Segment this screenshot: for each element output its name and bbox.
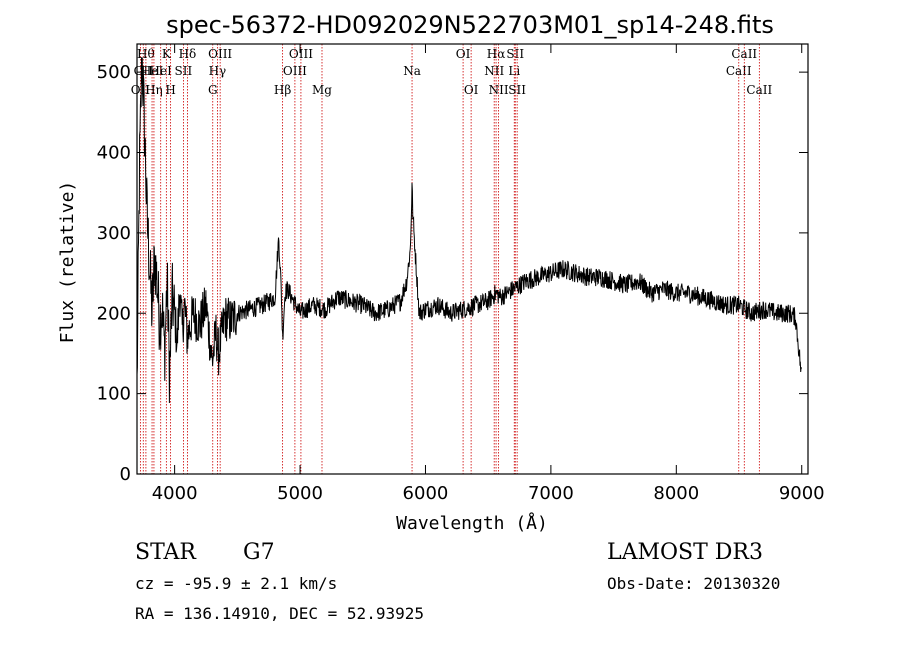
observation-date: Obs-Date: 20130320 xyxy=(607,574,781,593)
line-marker-label-11: Hγ xyxy=(209,64,227,78)
y-tick-label-4: 400 xyxy=(97,143,131,164)
chart-title: spec-56372-HD092029N522703M01_sp14-248.f… xyxy=(166,11,774,39)
redshift-velocity: cz = -95.9 ± 2.1 km/s xyxy=(135,574,338,593)
line-marker-label-3: HeI xyxy=(141,64,164,78)
x-tick-label-1: 5000 xyxy=(277,483,323,504)
line-marker-label-9: Hδ xyxy=(179,47,197,61)
survey-name: LAMOST DR3 xyxy=(607,540,763,565)
y-tick-label-5: 500 xyxy=(97,62,131,83)
y-tick-label-2: 200 xyxy=(97,303,131,324)
y-tick-label-0: 0 xyxy=(120,464,131,485)
coordinates: RA = 136.14910, DEC = 52.93925 xyxy=(135,604,424,623)
line-marker-label-22: NII xyxy=(489,83,509,97)
line-marker-label-8: SII xyxy=(175,64,193,78)
x-tick-label-3: 7000 xyxy=(528,483,574,504)
line-marker-label-28: CaII xyxy=(746,83,772,97)
y-tick-label-1: 100 xyxy=(97,384,131,405)
plot-frame xyxy=(136,43,809,475)
line-marker-label-24: SII xyxy=(506,47,524,61)
line-marker-label-26: CaII xyxy=(726,64,752,78)
line-marker-label-14: OIII xyxy=(283,64,307,78)
x-axis-label: Wavelength (Å) xyxy=(396,512,548,534)
y-tick-label-3: 300 xyxy=(97,223,131,244)
line-marker-label-21: Hα xyxy=(487,47,506,61)
line-marker-label-13: Hβ xyxy=(274,83,291,97)
line-marker-label-4: Hη xyxy=(145,83,163,97)
line-marker-label-15: OIII xyxy=(289,47,313,61)
line-marker-label-0: OII xyxy=(131,83,151,97)
line-marker-label-25: SII xyxy=(508,83,526,97)
spectrum-line-0 xyxy=(136,57,802,404)
emission-line-markers: OIIOIIHθHeIHηHeIKHSIIHδGHγOIIIHβOIIIOIII… xyxy=(131,44,772,474)
y-axis-label: Flux (relative) xyxy=(57,181,78,344)
x-tick-label-2: 6000 xyxy=(403,483,449,504)
axis-ticks: 4000 5000 6000 7000 8000 9000 0 100 200 300 400 500 xyxy=(97,44,825,504)
line-marker-label-20: NII xyxy=(484,64,504,78)
line-marker-label-16: Mg xyxy=(312,83,332,97)
line-marker-label-12: OIII xyxy=(208,47,232,61)
line-marker-label-23: Li xyxy=(508,64,520,78)
line-marker-label-6: K xyxy=(162,47,172,61)
line-marker-label-17: Na xyxy=(403,64,421,78)
line-marker-label-10: G xyxy=(208,83,218,97)
line-marker-label-19: OI xyxy=(464,83,479,97)
x-tick-label-4: 8000 xyxy=(653,483,699,504)
line-marker-label-5: HeI xyxy=(150,64,173,78)
line-marker-label-1: OII xyxy=(134,64,154,78)
line-marker-label-18: OI xyxy=(456,47,471,61)
x-tick-label-5: 9000 xyxy=(779,483,825,504)
spectrum-series xyxy=(136,57,802,404)
line-marker-label-7: H xyxy=(165,83,175,97)
object-class: STAR xyxy=(135,540,196,565)
line-marker-label-27: CaII xyxy=(731,47,757,61)
spectral-subclass: G7 xyxy=(243,540,275,565)
x-tick-label-0: 4000 xyxy=(152,483,198,504)
